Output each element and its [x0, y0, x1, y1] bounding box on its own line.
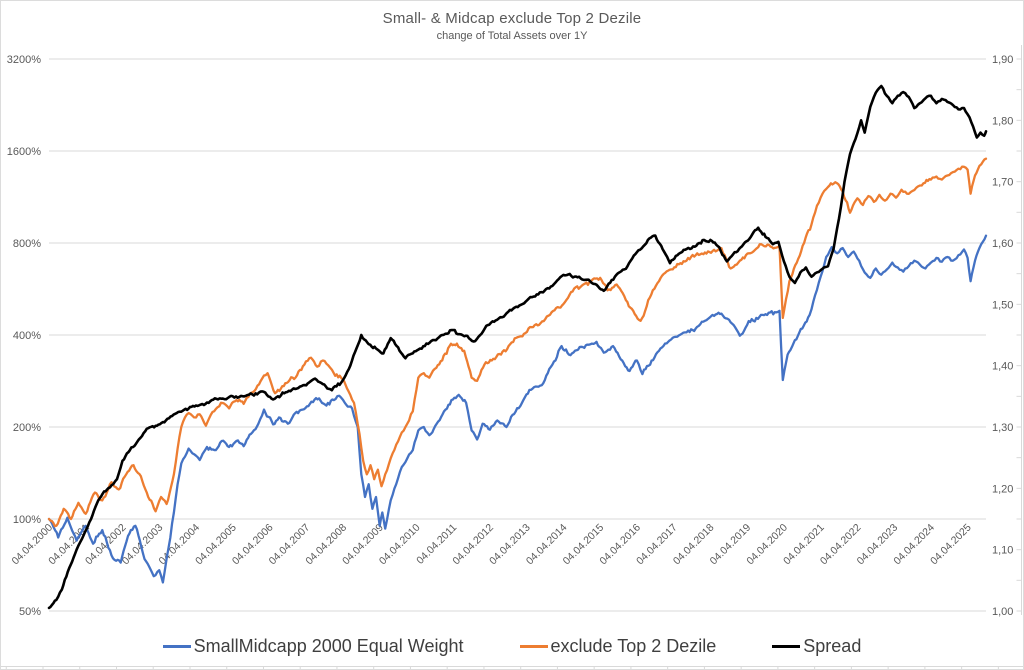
left-axis-label: 200% [13, 422, 41, 434]
legend-label: SmallMidcapp 2000 Equal Weight [193, 636, 464, 656]
chart-title: Small- & Midcap exclude Top 2 Dezile [382, 10, 642, 27]
right-axis-label: 1,60 [992, 238, 1013, 250]
series-line-exclude-top-2-dezile [47, 157, 988, 528]
left-axis-label: 400% [13, 330, 41, 342]
legend-label: exclude Top 2 Dezile [550, 636, 717, 656]
series-line-spread [47, 84, 988, 610]
left-axis-labels: 3200% 1600% 800% 400% 200% 100% 50% [7, 54, 41, 618]
left-axis-label: 3200% [7, 54, 41, 66]
legend-item-2[interactable]: exclude Top 2 Dezile [519, 636, 717, 657]
legend-label: Spread [803, 636, 862, 656]
left-axis-label: 50% [19, 606, 41, 618]
right-axis-label: 1,40 [992, 361, 1013, 373]
legend: SmallMidcapp 2000 Equal Weight exclude To… [1, 636, 1023, 657]
right-axis-label: 1,90 [992, 54, 1013, 66]
legend-swatch-icon [772, 645, 801, 648]
legend-swatch-icon [162, 645, 191, 648]
series-line-smallmidcapp-2000-equal-weight [47, 234, 988, 584]
right-axis-label: 1,70 [992, 177, 1013, 189]
legend-item-1[interactable]: SmallMidcapp 2000 Equal Weight [162, 636, 464, 657]
legend-item-3[interactable]: Spread [772, 636, 861, 657]
left-axis-label: 100% [13, 514, 41, 526]
x-axis-labels: 04.04.200004.04.200104.04.200204.04.2003… [9, 522, 973, 568]
right-axis-label: 1,00 [992, 606, 1013, 618]
right-axis-label: 1,30 [992, 422, 1013, 434]
left-axis-label: 1600% [7, 146, 41, 158]
right-axis-labels: 1,90 1,80 1,70 1,60 1,50 1,40 1,30 1,20 1,10 1,00 [992, 54, 1013, 618]
right-axis-label: 1,80 [992, 115, 1013, 127]
left-axis-label: 800% [13, 238, 41, 250]
right-axis-label: 1,10 [992, 545, 1013, 557]
right-axis-label: 1,20 [992, 483, 1013, 495]
chart-subtitle: change of Total Assets over 1Y [436, 30, 588, 42]
legend-swatch-icon [519, 645, 548, 648]
right-axis-label: 1,50 [992, 299, 1013, 311]
